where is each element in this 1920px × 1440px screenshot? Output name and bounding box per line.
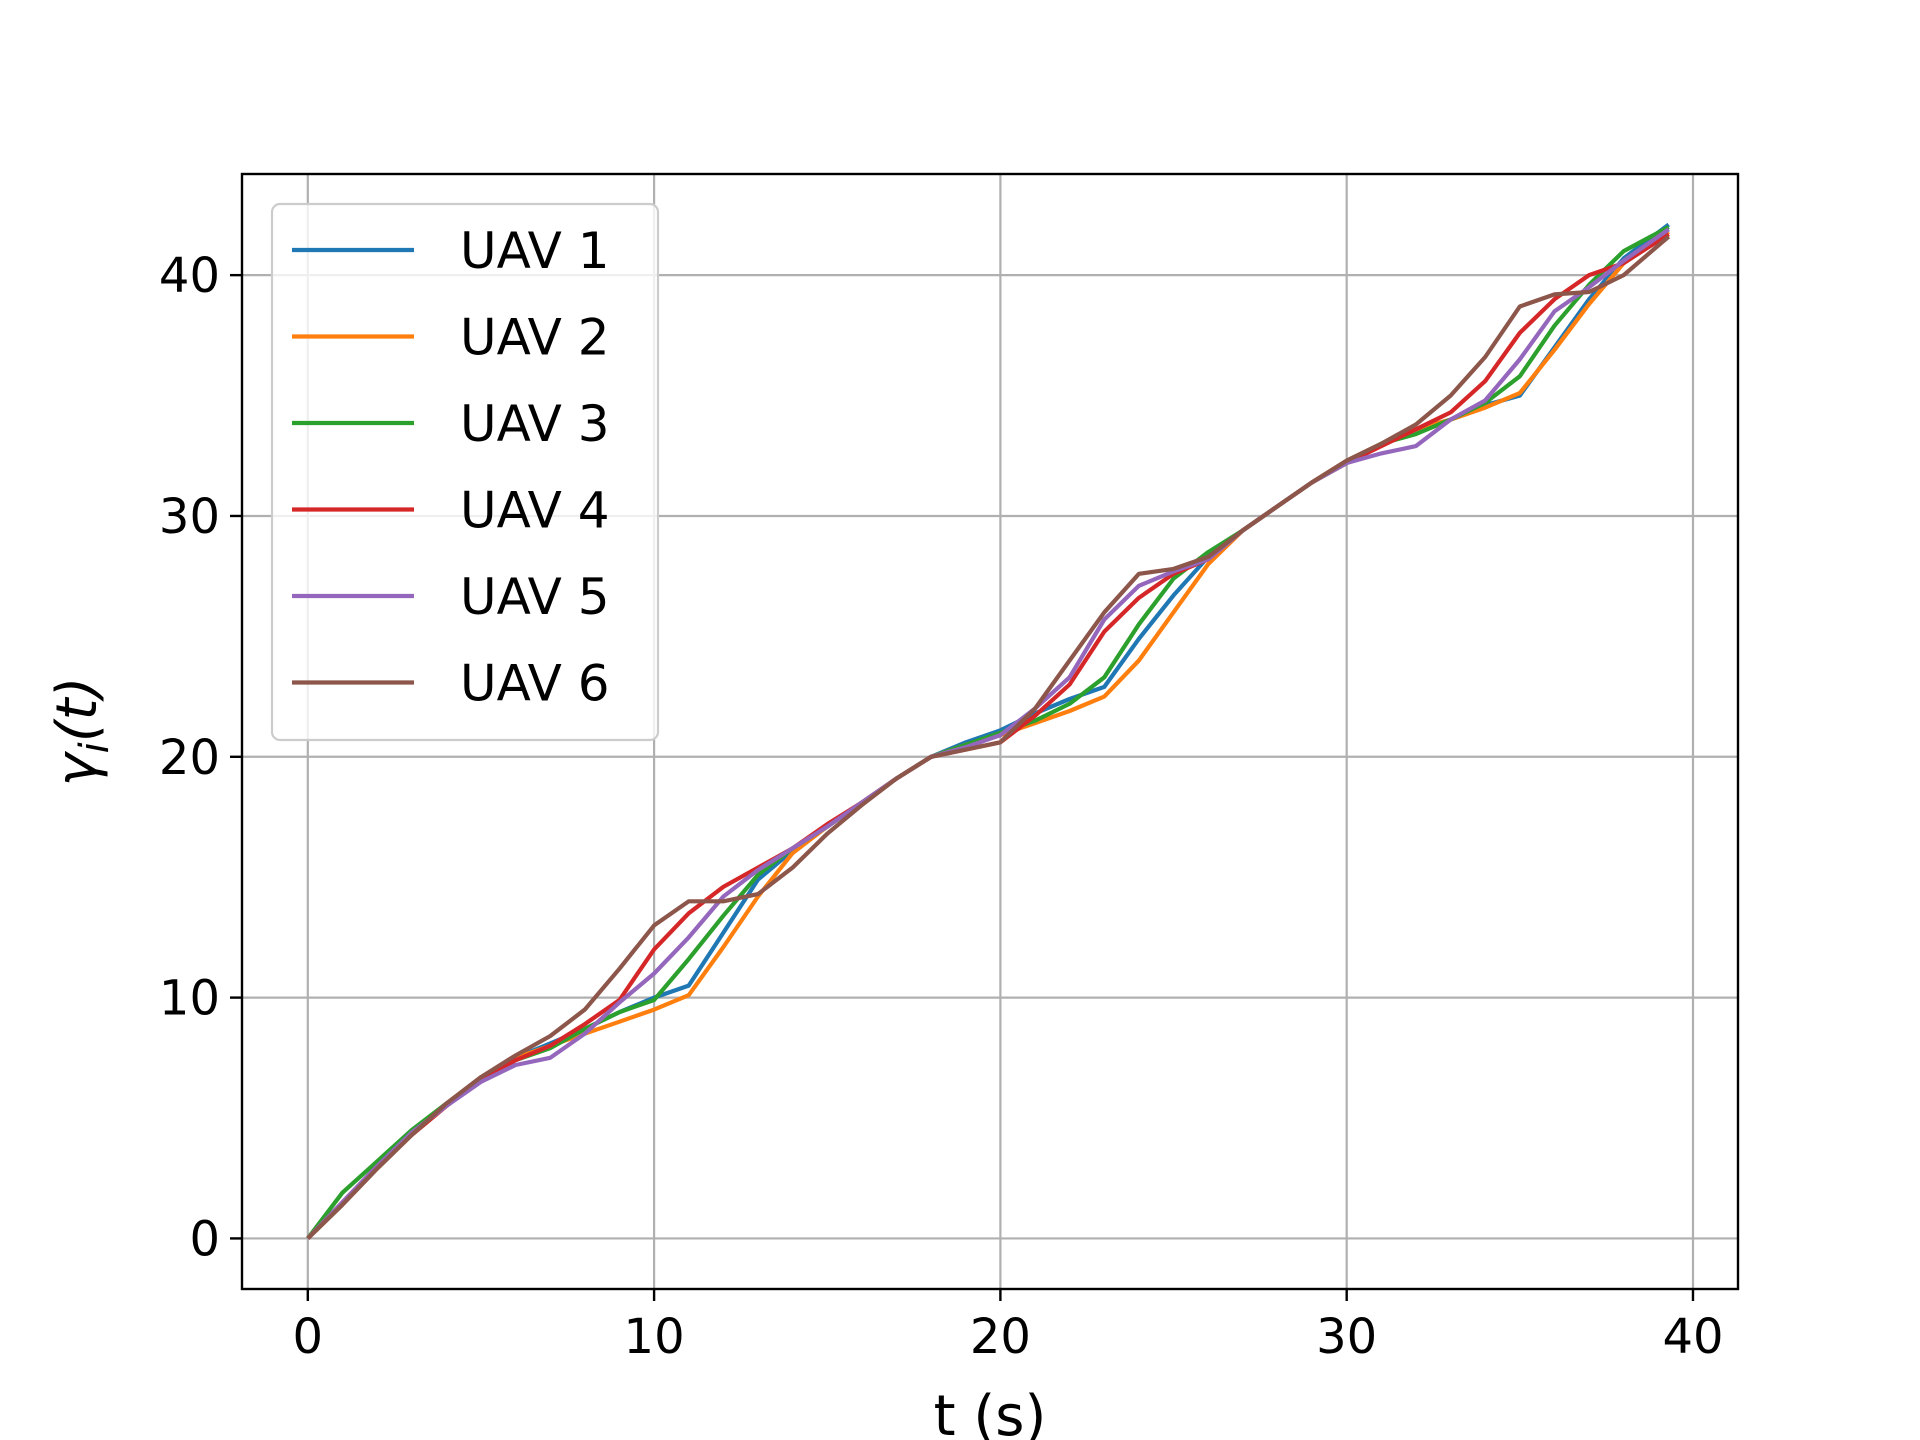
y-axis-label: γi(t) <box>45 677 118 787</box>
series-line-uav-5 <box>306 227 1670 1240</box>
x-axis-label: t (s) <box>934 1384 1047 1440</box>
plot-frame <box>240 172 1740 1291</box>
x-tick-label: 10 <box>624 1309 685 1365</box>
legend-label-uav-2: UAV 2 <box>460 309 610 367</box>
legend-items: UAV 1 UAV 2 UAV 3 UAV 4 UAV 5 UAV 6 <box>292 222 610 713</box>
y-axis-label-symbol: γ <box>45 750 110 786</box>
y-tick-label: 30 <box>159 489 220 545</box>
y-axis-label-argument: (t) <box>45 677 110 743</box>
y-tick-label: 40 <box>159 248 220 304</box>
x-tick-label: 20 <box>970 1309 1031 1365</box>
legend-label-uav-6: UAV 6 <box>460 655 610 713</box>
legend-label-uav-4: UAV 4 <box>460 482 610 540</box>
series-line-uav-6 <box>306 235 1671 1240</box>
y-tick-label: 10 <box>159 971 220 1027</box>
x-tick-label: 0 <box>293 1309 324 1365</box>
y-axis-label-subscript: i <box>72 742 118 753</box>
y-tick-label: 0 <box>189 1211 220 1267</box>
x-tick-label: 40 <box>1662 1309 1723 1365</box>
legend: UAV 1 UAV 2 UAV 3 UAV 4 UAV 5 UAV 6 <box>270 202 660 742</box>
legend-label-uav-5: UAV 5 <box>460 568 610 626</box>
series-lines <box>306 222 1671 1240</box>
legend-label-uav-3: UAV 3 <box>460 395 610 453</box>
legend-label-uav-1: UAV 1 <box>460 222 610 280</box>
y-tick-label: 20 <box>159 730 220 786</box>
axis-ticks: 0 10 20 30 40 0 10 20 30 40 <box>159 248 1724 1365</box>
x-tick-label: 30 <box>1316 1309 1377 1365</box>
